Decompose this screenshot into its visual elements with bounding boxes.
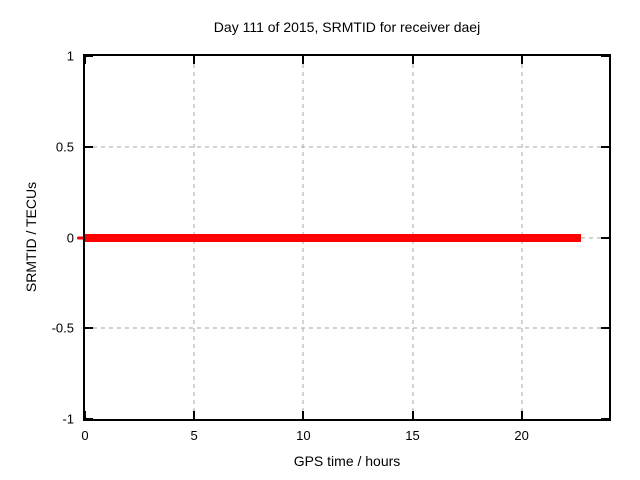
- y-tick-label: 1: [66, 48, 74, 64]
- x-tick: [302, 56, 305, 64]
- y-tick: [601, 418, 609, 420]
- x-tick-label: 20: [514, 428, 529, 443]
- y-axis-label: SRMTID / TECUs: [23, 181, 39, 293]
- y-tick: [601, 145, 609, 148]
- y-tick-label: -0.5: [51, 320, 74, 336]
- y-tick: [601, 327, 609, 330]
- chart-title: Day 111 of 2015, SRMTID for receiver dae…: [213, 19, 481, 35]
- y-tick: [85, 145, 93, 148]
- y-tick-label: -1: [62, 411, 74, 427]
- data-line-srmtid: [85, 233, 581, 242]
- x-tick: [520, 411, 523, 419]
- x-tick: [520, 56, 523, 64]
- y-tick: [85, 55, 93, 57]
- x-tick: [411, 56, 414, 64]
- x-axis-label: GPS time / hours: [293, 453, 401, 469]
- y-tick: [85, 327, 93, 330]
- y-tick-label: 0.5: [55, 139, 74, 155]
- x-tick: [193, 411, 196, 419]
- x-tick: [302, 411, 305, 419]
- x-tick-label: 0: [81, 428, 89, 443]
- y-tick: [601, 55, 609, 57]
- plot-area: 0 5 10 15 20 -1 -0.5 0 0.5 1: [52, 49, 611, 443]
- y-tick: [85, 418, 93, 420]
- x-tick: [193, 56, 196, 64]
- x-tick: [84, 411, 86, 419]
- y-tick: [601, 236, 609, 239]
- x-tick: [411, 411, 414, 419]
- line-cap: [77, 236, 83, 239]
- x-tick-label: 10: [296, 428, 311, 443]
- x-tick-label: 5: [190, 428, 198, 443]
- y-gridline: [85, 327, 609, 329]
- x-tick: [84, 56, 86, 64]
- y-tick-label: 0: [66, 230, 74, 245]
- y-gridline: [85, 146, 609, 148]
- x-tick-label: 15: [405, 428, 420, 443]
